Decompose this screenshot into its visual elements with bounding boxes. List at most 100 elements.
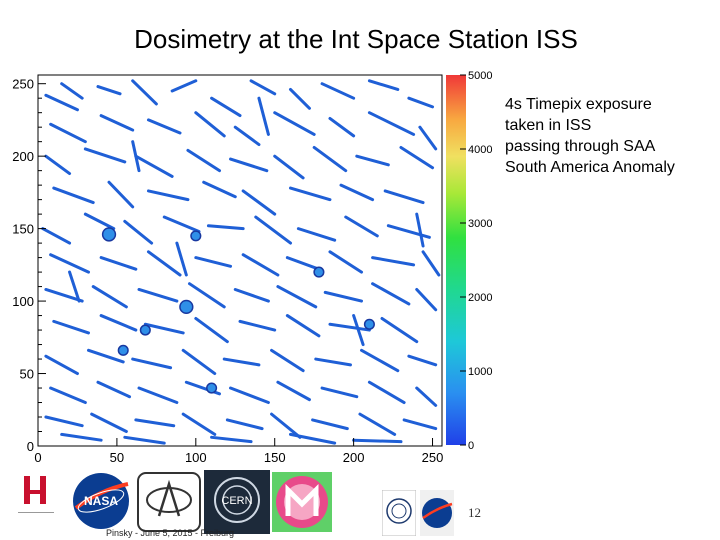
particle-track: [143, 322, 185, 335]
particle-track: [344, 215, 379, 238]
particle-track: [194, 316, 229, 344]
particle-track: [238, 319, 277, 332]
particle-track: [131, 140, 141, 173]
y-tick-label: 100: [12, 294, 34, 309]
particle-track: [52, 186, 95, 205]
particle-track: [44, 287, 84, 303]
particle-track: [328, 322, 371, 332]
slide-title: Dosimetry at the Int Space Station ISS: [134, 24, 578, 54]
particle-track: [225, 418, 264, 431]
plot-frame: [37, 74, 443, 447]
y-tick-label: 200: [12, 149, 34, 164]
particle-track: [320, 386, 359, 399]
particle-track: [285, 314, 321, 338]
particle-track: [137, 287, 179, 303]
particle-track: [229, 157, 269, 173]
particle-track: [289, 87, 311, 110]
particle-track: [44, 93, 79, 112]
particle-track: [186, 148, 221, 173]
caption-line-3: passing through SAA: [505, 138, 656, 155]
x-tick-label: 200: [343, 450, 365, 465]
footer-text: Pinsky - June 5, 2015 - Freiburg: [106, 528, 235, 538]
particle-track: [202, 180, 237, 199]
particle-track: [407, 96, 435, 109]
page-number: 12: [468, 505, 481, 520]
y-tick-label: 50: [20, 367, 34, 382]
particle-track: [276, 285, 318, 309]
particle-blob: [101, 227, 117, 242]
particle-track: [96, 380, 132, 399]
particle-track: [210, 96, 242, 118]
particle-track: [49, 253, 90, 274]
particle-track: [229, 386, 270, 405]
colorbar-tick-label: 3000: [468, 218, 492, 230]
particle-track: [162, 215, 201, 234]
x-tick-label: 150: [264, 450, 286, 465]
particle-blob: [179, 299, 194, 315]
particle-track: [270, 348, 305, 373]
particle-track: [339, 183, 375, 202]
particle-track: [131, 357, 173, 370]
colorbar-tick-label: 4000: [468, 144, 492, 156]
particle-track: [181, 348, 217, 376]
x-tick-label: 50: [110, 450, 124, 465]
particle-blob: [206, 382, 218, 394]
particle-track: [421, 250, 441, 277]
particle-track: [49, 122, 87, 144]
particle-track: [90, 412, 128, 434]
y-tick-label: 150: [12, 222, 34, 237]
particle-track: [311, 418, 349, 431]
particle-track: [52, 319, 90, 335]
particle-track: [312, 145, 348, 173]
particle-track: [99, 114, 135, 132]
ieap-logo: [137, 472, 201, 532]
caption-line-1: 4s Timepix exposure: [505, 96, 652, 113]
particle-track: [137, 386, 179, 405]
particle-track: [289, 186, 332, 202]
particle-track: [273, 111, 316, 136]
particle-blob: [117, 344, 129, 356]
particle-track: [233, 125, 261, 147]
particle-track: [254, 215, 292, 245]
svg-text:CERN: CERN: [221, 495, 252, 507]
svg-text:NASA: NASA: [84, 494, 118, 508]
particle-track: [352, 438, 403, 444]
particle-track: [188, 282, 226, 309]
particle-track: [60, 82, 84, 100]
particle-track: [44, 354, 79, 376]
nasa-logo: NASA: [73, 473, 129, 529]
particle-track: [96, 85, 122, 96]
particle-blob: [139, 324, 151, 336]
particle-track: [415, 212, 425, 248]
particle-track: [68, 270, 81, 303]
x-tick-label: 0: [34, 450, 41, 465]
particle-track: [233, 287, 270, 303]
colorbar-tick-label: 1000: [468, 366, 492, 378]
particle-track: [371, 282, 411, 306]
particle-track: [289, 432, 337, 445]
particle-track: [360, 348, 400, 373]
colorbar-tick-label: 2000: [468, 292, 492, 304]
particle-track: [44, 154, 72, 176]
caption-line-4: South America Anomaly: [505, 159, 675, 176]
particle-track: [146, 189, 190, 202]
cern-logo: CERN: [204, 470, 270, 534]
tracks-layer: [41, 79, 441, 445]
medipix-logo: [272, 472, 332, 532]
caption: 4s Timepix exposure taken in ISS passing…: [505, 94, 675, 178]
uh-logo: [18, 476, 54, 513]
particle-track: [170, 79, 198, 93]
particle-track: [123, 219, 154, 245]
particle-track: [415, 287, 438, 312]
particle-blob: [313, 266, 325, 278]
particle-track: [134, 418, 176, 428]
particle-track: [367, 79, 400, 91]
x-tick-label: 250: [422, 450, 444, 465]
y-tick-label: 250: [12, 77, 34, 92]
particle-track: [296, 227, 337, 242]
y-tick-label: 0: [27, 439, 34, 454]
particle-track: [402, 418, 438, 431]
particle-track: [367, 380, 406, 405]
particle-track: [91, 285, 128, 309]
particle-track: [418, 125, 438, 151]
